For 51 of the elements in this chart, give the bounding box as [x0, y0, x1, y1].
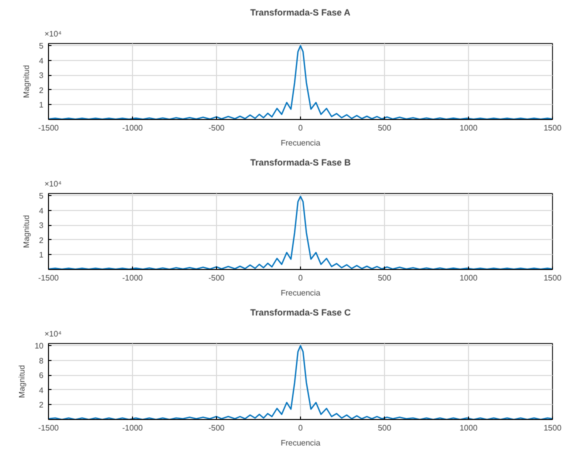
y-tick-label: 4 [39, 386, 44, 395]
text: ×10⁴ [44, 30, 62, 38]
y-tick-label: 6 [39, 371, 44, 380]
x-tick-label: -1500 [38, 274, 60, 282]
y-tick-label: 3 [39, 221, 44, 230]
y-tick-label: 10 [34, 342, 44, 351]
chart-title: Transformada-S Fase A [250, 8, 351, 18]
y-tick-label: 4 [39, 56, 44, 66]
y-tick-label: 2 [39, 236, 44, 245]
y-axis-title: Magnitud [22, 65, 32, 98]
x-tick-label: 1500 [544, 424, 562, 432]
y-tick-label: 5 [39, 192, 44, 201]
x-tick-label: 1000 [460, 424, 478, 432]
x-tick-label: -500 [208, 274, 226, 282]
x-tick-label: 1500 [544, 124, 562, 132]
x-tick-label: 1000 [460, 124, 478, 132]
line-series [48, 45, 552, 120]
y-tick-label: 5 [39, 42, 44, 51]
x-tick-label: 500 [378, 424, 392, 432]
chart-title: Transformada-S Fase C [250, 308, 352, 318]
y-tick-label: 3 [39, 71, 44, 80]
x-tick-label: -1500 [38, 424, 60, 432]
x-tick-label: -500 [208, 124, 226, 132]
x-axis-title: Frecuencia [280, 438, 321, 448]
y-axis-title: Magnitud [18, 365, 27, 398]
y-tick-label: 1 [39, 250, 44, 260]
y-axis-title: Magnitud [22, 215, 32, 248]
text: ×10⁴ [44, 330, 62, 338]
line-series [48, 345, 552, 420]
y-tick-label: 1 [39, 100, 44, 110]
x-axis-title: Frecuencia [280, 138, 321, 148]
line-series [48, 196, 552, 270]
x-tick-label: 0 [298, 274, 304, 282]
y-tick-label: 8 [39, 356, 44, 366]
text: ×10⁴ [44, 180, 62, 188]
x-tick-label: 500 [378, 124, 392, 132]
x-axis-title: Frecuencia [280, 288, 321, 298]
x-tick-label: -1000 [122, 124, 144, 132]
x-tick-label: 1500 [544, 274, 562, 282]
chart-title: Transformada-S Fase B [250, 158, 352, 168]
y-tick-label: 2 [39, 400, 44, 410]
x-tick-label: -1000 [122, 424, 144, 432]
y-tick-label: 2 [39, 86, 44, 95]
x-tick-label: -1000 [122, 274, 144, 282]
x-tick-label: 0 [298, 424, 304, 432]
x-tick-label: -500 [208, 424, 226, 432]
x-tick-label: -1500 [38, 124, 60, 132]
y-tick-label: 4 [39, 206, 44, 216]
x-tick-label: 0 [298, 124, 304, 132]
x-tick-label: 500 [378, 274, 392, 282]
x-tick-label: 1000 [460, 274, 478, 282]
